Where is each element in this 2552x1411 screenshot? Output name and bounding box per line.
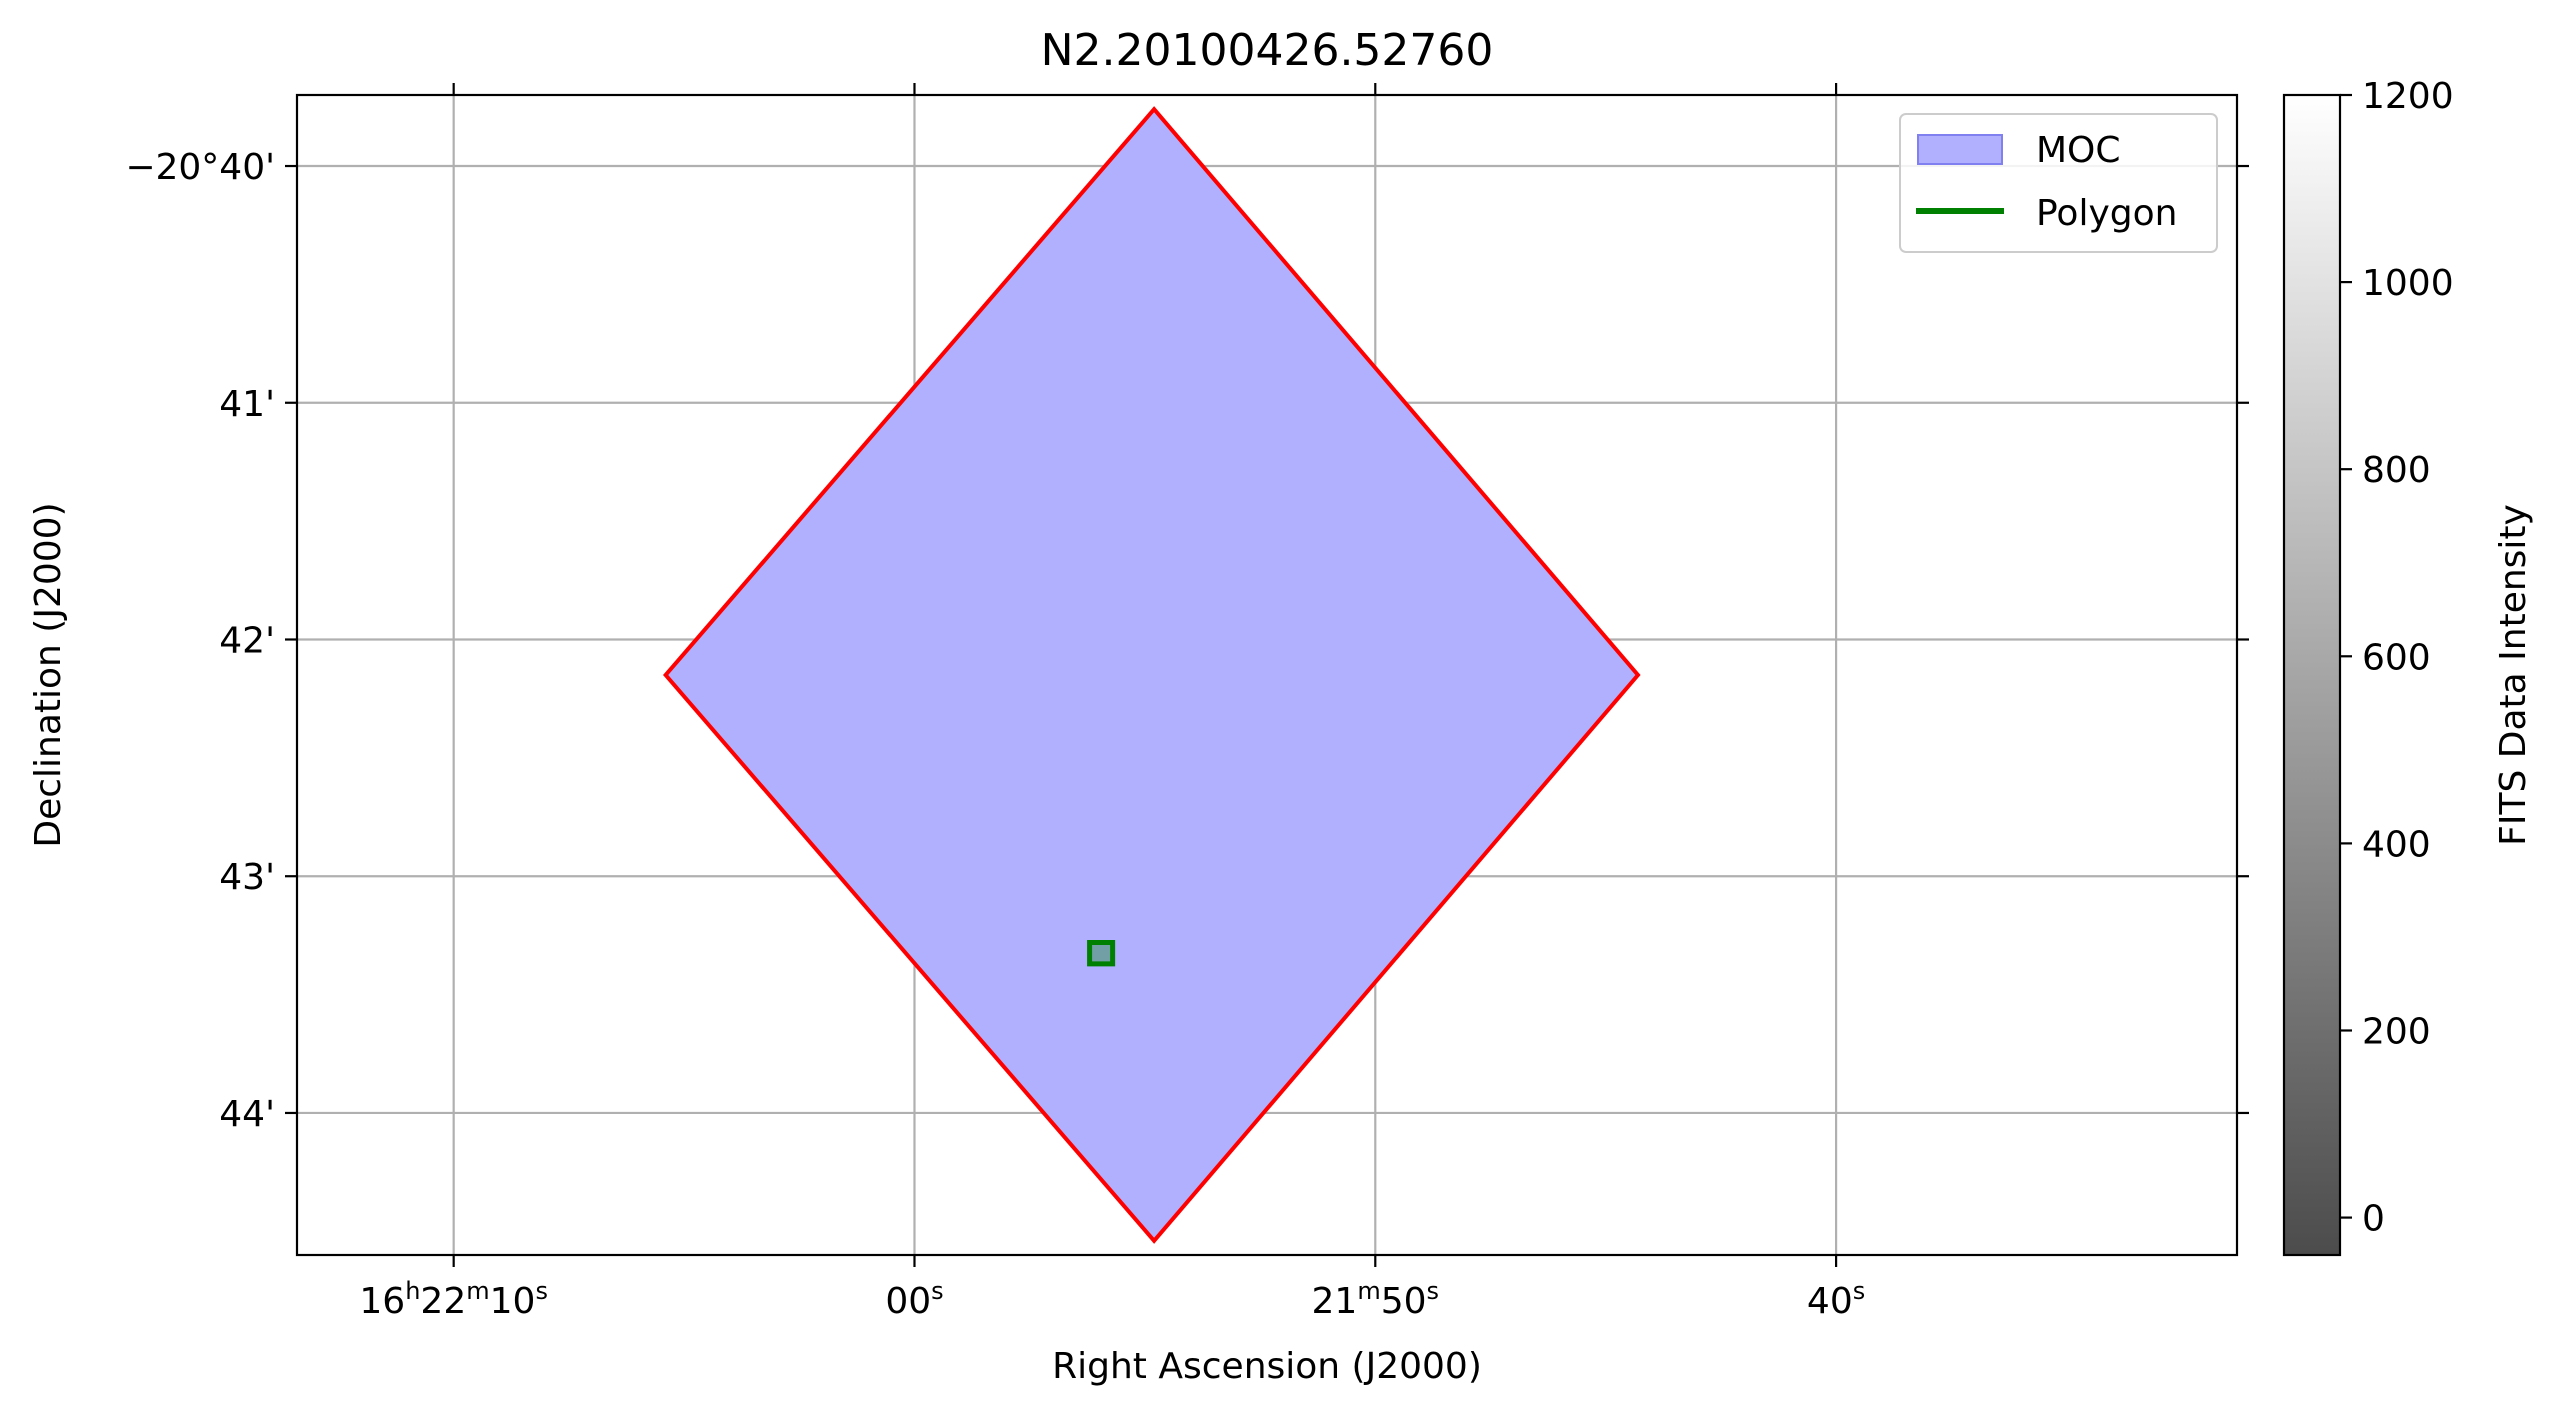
moc-region [663, 106, 1641, 1244]
x-axis-label: Right Ascension (J2000) [1052, 1346, 1482, 1387]
legend-polygon-label: Polygon [2036, 193, 2177, 234]
x-tick-label: 16h22m10s [359, 1277, 548, 1322]
y-axis-label: Declination (J2000) [28, 502, 69, 847]
colorbar-ticks: 0 200 400 600 800 1000 1200 [2340, 76, 2454, 1240]
colorbar-tick-label: 1000 [2362, 263, 2454, 304]
axis-ticks [285, 83, 2249, 1267]
x-tick-labels: 16h22m10s 00s 21m50s 40s [359, 1277, 1865, 1322]
colorbar-tick-label: 200 [2362, 1011, 2431, 1052]
colorbar-label: FITS Data Intensity [2493, 504, 2534, 846]
x-tick-label: 40s [1807, 1277, 1865, 1322]
colorbar: 0 200 400 600 800 1000 1200 FITS Data Intensit… [2282, 76, 2534, 1257]
y-tick-label: −20°40' [125, 147, 275, 188]
y-tick-labels: −20°40' 41' 42' 43' 44' [125, 147, 275, 1135]
y-tick-label: 41' [219, 384, 275, 425]
x-tick-label: 21m50s [1312, 1277, 1440, 1322]
y-tick-label: 44' [219, 1094, 275, 1135]
chart-title: N2.20100426.52760 [1041, 25, 1494, 76]
y-tick-label: 43' [219, 857, 275, 898]
colorbar-tick-label: 0 [2362, 1199, 2385, 1240]
y-tick-label: 42' [219, 620, 275, 661]
x-tick-label: 00s [885, 1277, 943, 1322]
legend-moc-label: MOC [2036, 130, 2121, 171]
legend: MOC Polygon [1899, 113, 2218, 253]
observation-polygon [1087, 940, 1116, 967]
colorbar-tick-label: 400 [2362, 824, 2431, 865]
legend-moc-swatch [1917, 134, 2003, 165]
colorbar-gradient [2282, 93, 2342, 1257]
colorbar-tick-label: 600 [2362, 637, 2431, 678]
colorbar-tick-label: 1200 [2362, 76, 2454, 117]
colorbar-tick-label: 800 [2362, 450, 2431, 491]
plot-frame [295, 93, 2239, 1257]
